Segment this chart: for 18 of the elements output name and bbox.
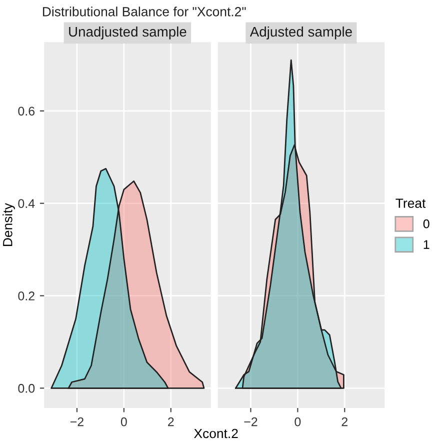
legend-label: 0	[423, 219, 430, 228]
x-tick-label: 2	[168, 417, 174, 426]
x-tick-label: −2	[244, 417, 258, 426]
y-tick-label: 0.4	[18, 199, 35, 208]
y-axis-title: Density	[2, 203, 15, 246]
legend-label: 1	[424, 240, 430, 249]
x-tick-label: 0	[294, 417, 301, 426]
x-axis-title: Xcont.2	[194, 428, 238, 438]
y-tick-label: 0.0	[18, 384, 35, 393]
x-tick-label: 0	[120, 417, 127, 426]
chart-title: Unadjusted sample	[69, 26, 186, 40]
x-tick-label: −2	[70, 417, 84, 426]
x-tick-label: 2	[342, 417, 348, 426]
legend-title: Treat	[396, 198, 426, 208]
text: Distributional Balance for "Xcont.2"	[42, 6, 246, 16]
y-tick-label: 0.6	[18, 106, 35, 116]
chart-title: Adjusted sample	[250, 26, 352, 40]
y-tick-label: 0.2	[18, 292, 34, 300]
